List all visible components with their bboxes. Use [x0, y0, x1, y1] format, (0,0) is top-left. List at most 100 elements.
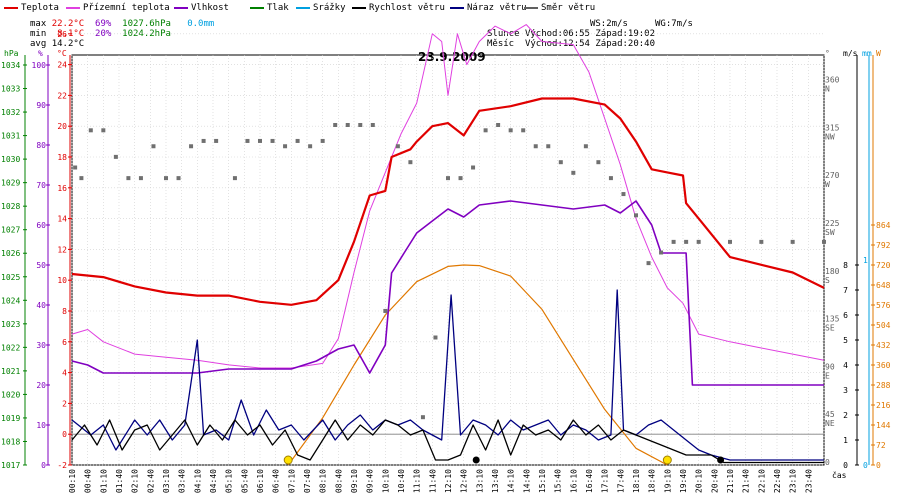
direction-tick-label: 0: [825, 458, 830, 467]
wind-direction-point: [621, 192, 626, 197]
wind-direction-point: [608, 176, 613, 181]
time-tick-label: 13:10: [475, 469, 484, 493]
solar-tick-label: 0: [876, 461, 881, 470]
time-tick-label: 21:40: [742, 469, 751, 493]
wind-direction-point: [270, 138, 275, 143]
legend-item: Tlak: [250, 3, 289, 13]
hpa-axis: [23, 55, 27, 466]
hpa-tick-label: 1029: [1, 179, 20, 188]
wind-direction-point: [420, 415, 425, 420]
wind-direction-point: [101, 128, 106, 133]
wind-direction-point: [583, 144, 588, 149]
legend-label: Srážky: [313, 3, 346, 13]
wind-direction-point: [138, 176, 143, 181]
humidity-tick-label: 90: [36, 101, 46, 110]
time-tick-label: 02:10: [131, 469, 140, 493]
solar-tick-label: 864: [876, 221, 891, 230]
wind-direction-point: [646, 261, 651, 266]
direction-tick-name: NE: [825, 419, 835, 428]
legend-swatch: [296, 6, 310, 9]
wind-speed-tick-label: 8: [843, 261, 848, 270]
wind-direction-point: [320, 138, 325, 143]
series-line-n-raz-v-tru: [71, 289, 824, 461]
legend: Teplota Přízemní teplota Vlhkost Tlak Srážky…: [4, 3, 896, 17]
time-tick-label: 09:10: [350, 469, 359, 493]
wind-direction-point: [558, 160, 563, 165]
hpa-axis-label: hPa: [4, 49, 19, 58]
hpa-tick-label: 1026: [1, 249, 20, 258]
temperature-tick-label: 12: [57, 245, 67, 254]
wind-speed-axis-label: m/s: [843, 49, 858, 58]
hpa-tick-label: 1020: [1, 390, 20, 399]
time-tick-label: 16:40: [585, 469, 594, 493]
humidity-tick-label: 10: [36, 421, 46, 430]
solar-tick-label: 72: [876, 441, 886, 450]
time-tick-label: 20:10: [695, 469, 704, 493]
wind-direction-point: [126, 176, 131, 181]
legend-label: Směr větru: [541, 3, 596, 13]
solar-tick-label: 216: [876, 401, 891, 410]
temperature-tick-label: 2: [62, 399, 67, 408]
wind-direction-point: [533, 144, 538, 149]
wind-speed-tick-label: 2: [843, 411, 848, 420]
time-tick-label: 11:40: [428, 469, 437, 493]
time-tick-label: 07:10: [287, 469, 296, 493]
time-tick-label: 01:40: [115, 469, 124, 493]
time-tick-label: 00:10: [68, 469, 77, 493]
wind-direction-point: [370, 123, 375, 127]
time-tick-label: 06:40: [272, 469, 281, 493]
wind-speed-tick-label: 6: [843, 311, 848, 320]
humidity-tick-label: 60: [36, 221, 46, 230]
time-tick-label: 09:40: [366, 469, 375, 493]
direction-tick-label: 360: [825, 76, 840, 85]
legend-swatch: [450, 6, 464, 9]
wind-direction-point: [79, 176, 84, 181]
time-tick-label: 12:10: [444, 469, 453, 493]
time-tick-label: 08:40: [334, 469, 343, 493]
legend-item: Rychlost větru: [352, 3, 445, 13]
legend-label: Vlhkost: [191, 3, 229, 13]
hpa-tick-label: 1017: [1, 461, 20, 470]
direction-tick-name: N: [825, 85, 830, 94]
wind-speed-axis: [855, 55, 859, 466]
wind-direction-point: [546, 144, 551, 149]
hpa-tick-label: 1024: [1, 296, 20, 305]
wind-speed-tick-label: 3: [843, 386, 848, 395]
direction-tick-name: E: [825, 371, 830, 380]
wind-direction-point: [176, 176, 181, 181]
solar-tick-label: 288: [876, 381, 891, 390]
temperature-tick-label: 26: [57, 30, 67, 39]
time-tick-label: 13:40: [491, 469, 500, 493]
wind-direction-point: [333, 123, 338, 127]
humidity-axis: [46, 55, 50, 466]
temperature-axis-label: °C: [57, 49, 67, 58]
sunset-marker: [662, 455, 672, 465]
hpa-tick-label: 1034: [1, 61, 20, 70]
time-tick-label: 16:10: [569, 469, 578, 493]
wind-direction-point: [671, 239, 676, 244]
wind-direction-point: [659, 250, 664, 255]
solar-tick-label: 576: [876, 301, 891, 310]
legend-item: Náraz větru: [450, 3, 527, 13]
stat-max-temp: 22.2°C: [51, 19, 85, 29]
solar-tick-label: 144: [876, 421, 891, 430]
legend-label: Náraz větru: [467, 3, 527, 13]
wind-direction-point: [201, 138, 206, 143]
rain-tick-label: 1: [863, 256, 868, 265]
wind-direction-point: [521, 128, 526, 133]
legend-swatch: [174, 6, 188, 9]
stat-min-label: min: [30, 29, 47, 39]
solar-tick-label: 432: [876, 341, 891, 350]
wind-speed-tick-label: 0: [843, 461, 848, 470]
legend-label: Tlak: [267, 3, 289, 13]
wind-direction-point: [571, 170, 576, 175]
moonrise-value: Východ:12:54: [524, 39, 590, 49]
wind-direction-point: [308, 144, 313, 149]
wind-direction-point: [508, 128, 513, 133]
temperature-tick-label: 16: [57, 184, 67, 193]
humidity-tick-label: 30: [36, 341, 46, 350]
wind-direction-point: [696, 239, 701, 244]
time-tick-label: 18:40: [648, 469, 657, 493]
direction-tick-label: 225: [825, 219, 840, 228]
wind-direction-point: [822, 239, 826, 244]
